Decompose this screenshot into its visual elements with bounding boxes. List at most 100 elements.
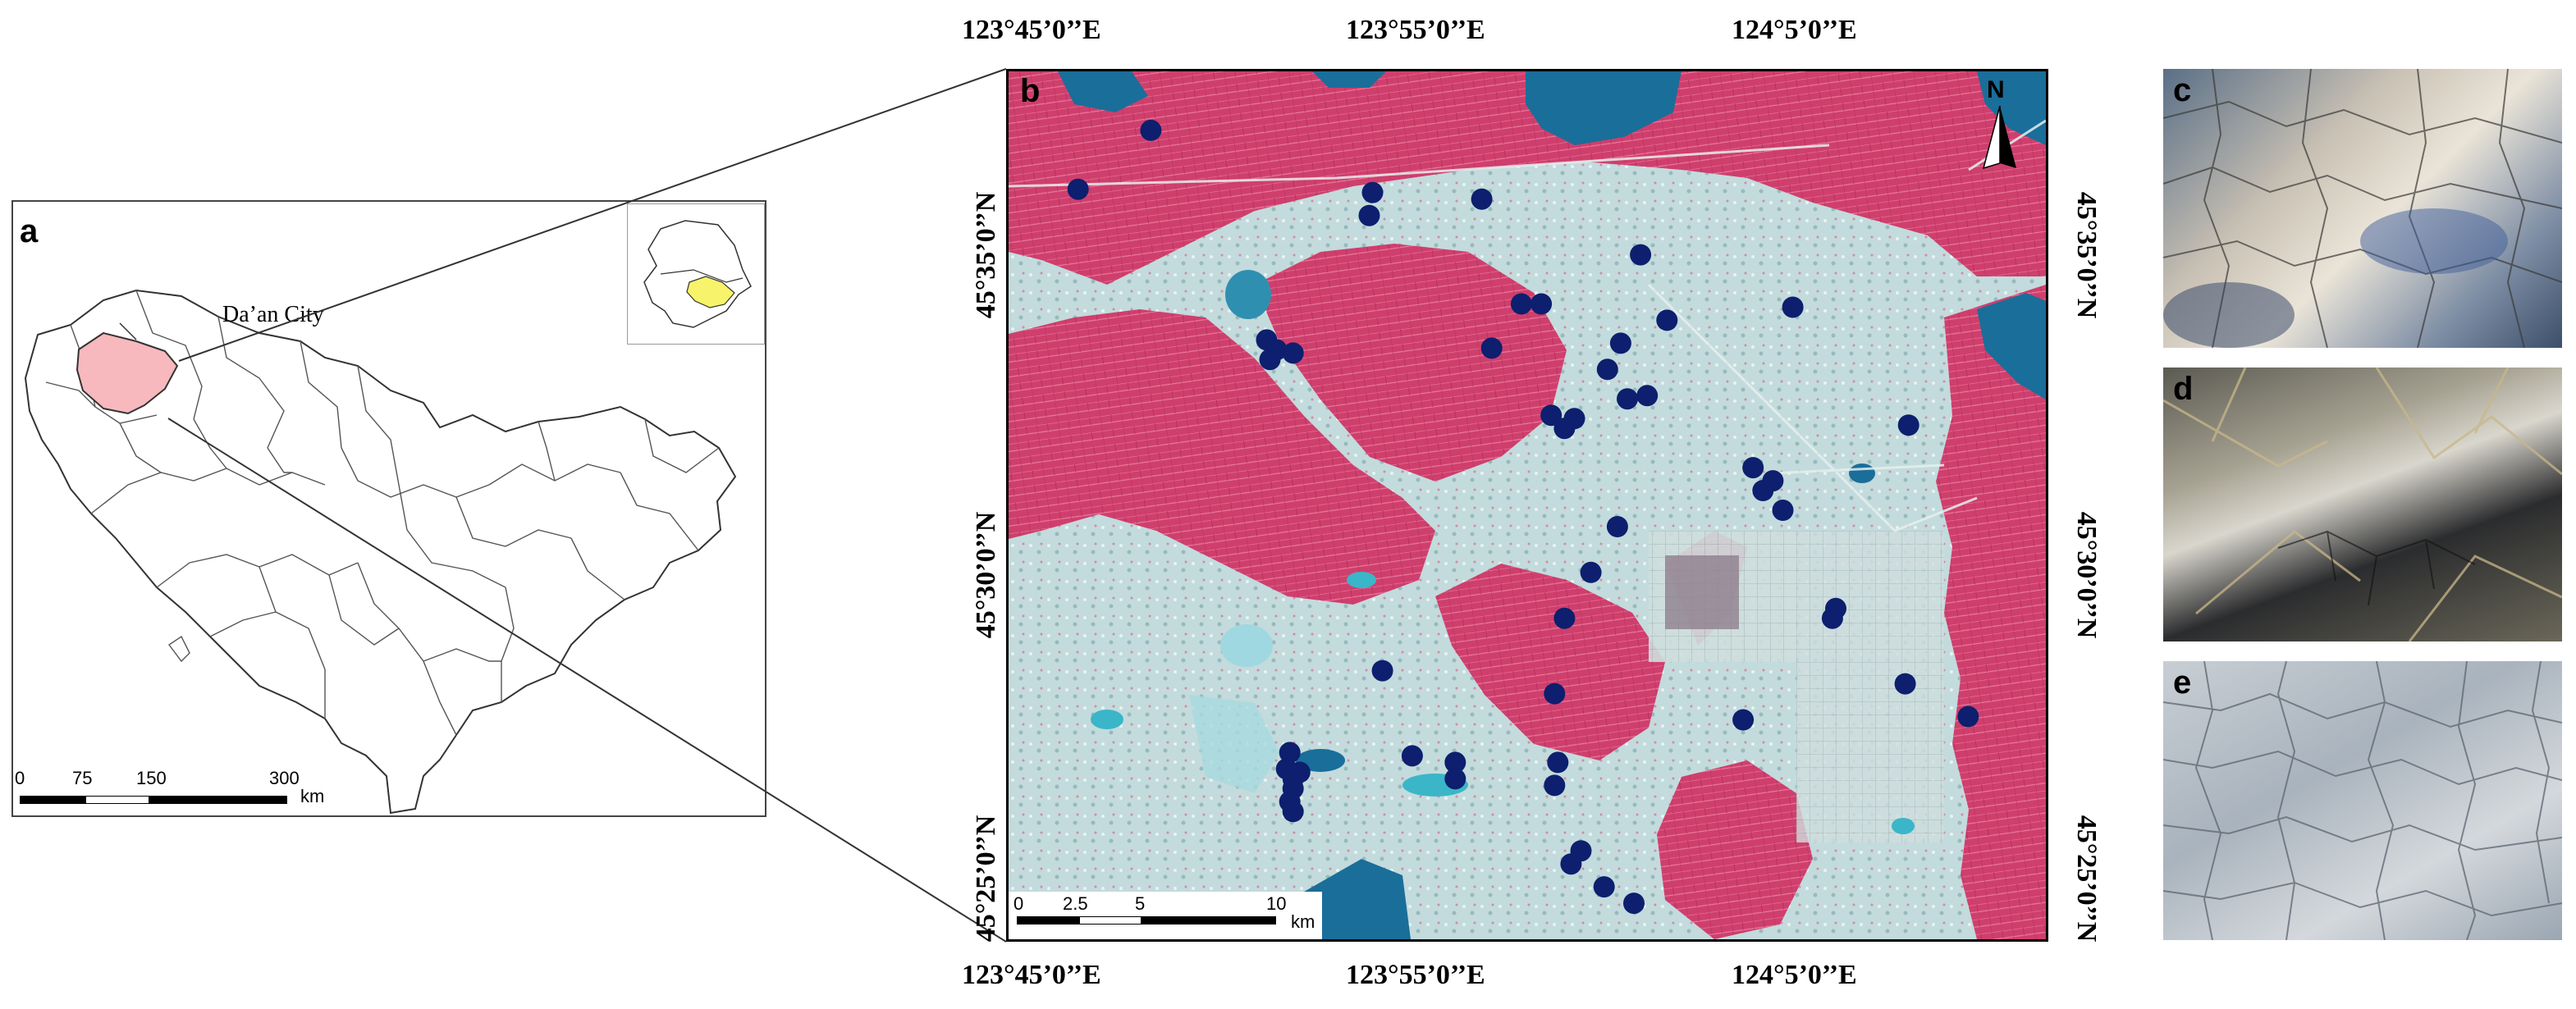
sample-point: [1623, 893, 1645, 915]
satellite-image: [1009, 71, 2046, 939]
daan-city-label: Da’an City: [222, 302, 324, 327]
sample-point: [1772, 500, 1794, 521]
scale-b-tick-0: 0: [1013, 893, 1024, 914]
photo-d-salt-crust: d: [2163, 368, 2562, 641]
sample-point: [1553, 418, 1576, 440]
sample-point: [1897, 414, 1919, 436]
sample-point: [1553, 607, 1576, 629]
water-northwest: [1058, 71, 1148, 112]
cropland-west: [1009, 309, 1435, 605]
locator-inset: [627, 203, 765, 345]
scale-b-unit: km: [1291, 911, 1315, 932]
left-lat-label-1: 45°35’0’’N: [971, 191, 1001, 319]
sample-point: [1067, 178, 1089, 200]
north-label: N: [1987, 76, 2005, 103]
left-lat-label-2: 45°30’0’’N: [971, 511, 1001, 639]
panel-label-c: c: [2173, 72, 2192, 108]
water-north-center: [1312, 71, 1386, 88]
sample-point: [1282, 801, 1304, 823]
sample-point: [1444, 768, 1466, 790]
scale-a-tick-0: 0: [15, 768, 25, 788]
sample-point: [1957, 705, 1979, 728]
sample-point: [1401, 745, 1423, 767]
scale-a-unit: km: [300, 786, 325, 806]
sample-point: [1630, 244, 1652, 266]
water-north-lake: [1526, 71, 1681, 145]
sample-point: [1140, 119, 1162, 141]
water-northeast: [1977, 71, 2046, 145]
left-lat-label-3: 45°25’0’’N: [971, 815, 1001, 943]
sample-point: [1544, 774, 1566, 797]
cropland-south: [1657, 760, 1813, 939]
photo-c-texture: [2163, 69, 2562, 348]
sample-point: [1544, 683, 1566, 705]
bottom-lon-label-1: 123°45’0’’E: [962, 960, 1101, 990]
sample-point: [1782, 296, 1804, 318]
sample-point: [1593, 876, 1615, 898]
scale-b-tick-10: 10: [1266, 893, 1287, 914]
county-boundaries: [45, 290, 720, 736]
north-arrow: N: [1982, 76, 2018, 171]
sample-point: [1358, 204, 1380, 226]
locator-inset-map: [643, 220, 752, 328]
sample-points-layer: [1067, 119, 1979, 915]
sample-point: [1617, 388, 1638, 410]
sample-point: [1732, 709, 1755, 731]
dark-rectangular-area: [1665, 555, 1739, 629]
sample-point: [1259, 349, 1281, 371]
scale-b-tick-5: 5: [1135, 893, 1146, 914]
photo-e-texture: [2163, 661, 2562, 940]
panel-label-d: d: [2173, 371, 2194, 407]
top-lon-label-1: 123°45’0’’E: [962, 15, 1101, 45]
scale-a-tick-75: 75: [72, 768, 93, 788]
sample-point: [1547, 751, 1569, 774]
panel-label-b: b: [1020, 73, 1041, 109]
daan-city-highlight: [75, 331, 179, 415]
sample-point: [1279, 742, 1301, 764]
sample-point: [1825, 597, 1846, 619]
satellite-map-panel: b N 0 2.5 5 10 km: [1006, 69, 2048, 942]
photo-d-texture: [2163, 368, 2562, 641]
photo-e-dry-mud: e: [2163, 661, 2562, 940]
sample-point: [1606, 516, 1628, 537]
sample-point: [1288, 761, 1311, 783]
water-east-lake: [1977, 293, 2046, 399]
right-lat-label-3: 45°25’0’’N: [2071, 815, 2102, 943]
sample-point: [1636, 385, 1659, 407]
bottom-lon-label-3: 124°5’0’’E: [1732, 960, 1857, 990]
jilin-province-highlight: [686, 276, 735, 308]
photo-c-cracked-soil: c: [2163, 69, 2562, 348]
scale-b-tick-2-5: 2.5: [1063, 893, 1088, 914]
top-lon-label-3: 124°5’0’’E: [1732, 15, 1857, 45]
scale-bar-a: [20, 796, 299, 807]
sample-point: [1471, 188, 1493, 210]
sample-point: [1752, 480, 1774, 501]
pond-light-west: [1220, 624, 1273, 667]
cropland-north: [1009, 71, 2046, 285]
scale-a-tick-300: 300: [269, 768, 300, 788]
sample-point: [1609, 332, 1631, 354]
scale-bar-b: 0 2.5 5 10 km: [1009, 892, 1322, 939]
sample-point: [1531, 293, 1553, 315]
top-lon-label-2: 123°55’0’’E: [1346, 15, 1485, 45]
panel-label-e: e: [2173, 664, 2192, 701]
sample-point: [1371, 660, 1393, 682]
pond-west: [1225, 270, 1271, 319]
sample-point: [1742, 457, 1764, 479]
sample-point: [1282, 342, 1304, 364]
sample-point: [1560, 853, 1582, 875]
right-lat-label-2: 45°30’0’’N: [2071, 511, 2102, 639]
sample-point: [1596, 358, 1618, 381]
panel-label-a: a: [20, 213, 39, 249]
sample-point: [1444, 751, 1466, 774]
sample-point: [1656, 309, 1678, 331]
sample-point: [1361, 181, 1384, 203]
sample-point: [1580, 561, 1602, 583]
bottom-lon-label-2: 123°55’0’’E: [1346, 960, 1485, 990]
sample-point: [1480, 337, 1503, 359]
sample-point: [1510, 293, 1532, 315]
cropland-east: [1936, 285, 2046, 939]
cropland-center: [1255, 244, 1567, 482]
right-lat-label-1: 45°35’0’’N: [2071, 191, 2102, 319]
